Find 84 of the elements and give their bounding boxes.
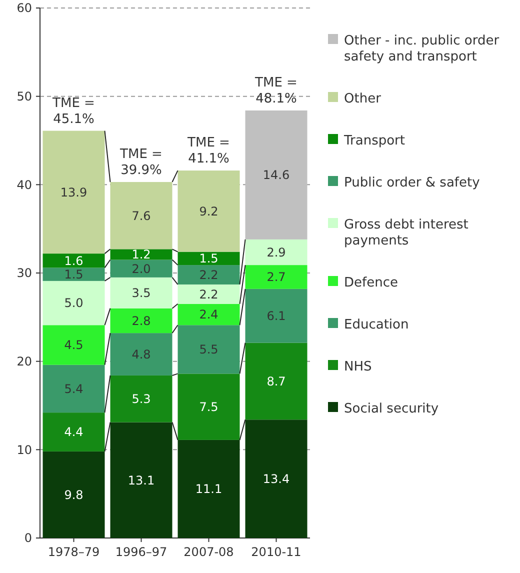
bar — [110, 375, 172, 422]
data-label: 2.0 — [132, 262, 151, 276]
annotation: TME = 39.9% — [119, 147, 162, 178]
bar — [178, 304, 240, 326]
legend-label: Public order & safety — [344, 176, 480, 191]
legend-label: Education — [344, 318, 409, 333]
bar — [42, 451, 105, 538]
y-tick-label: 50 — [16, 90, 32, 104]
y-tick-label: 0 — [24, 531, 32, 546]
x-tick-label: 1978–79 — [48, 545, 100, 559]
bar — [42, 130, 105, 254]
y-tick-label: 10 — [16, 442, 32, 457]
legend-label: Gross debt interest payments — [344, 218, 468, 249]
bar — [178, 440, 240, 538]
y-tick-label: 20 — [16, 354, 32, 369]
bar — [42, 268, 105, 281]
data-label: 2.9 — [266, 245, 286, 260]
bar — [110, 308, 172, 334]
bar — [245, 288, 308, 343]
data-label: 2.2 — [199, 287, 218, 302]
x-tick-label: 1996–97 — [115, 545, 168, 559]
annotation: TME = 45.1% — [52, 96, 95, 127]
data-label: 4.4 — [64, 425, 84, 440]
legend-label: Other — [344, 92, 382, 107]
data-label: 4.5 — [64, 338, 84, 352]
data-label: 4.8 — [132, 347, 151, 362]
data-label: 1.5 — [64, 268, 84, 282]
data-label: 8.7 — [266, 374, 286, 388]
data-label: 7.6 — [132, 208, 151, 223]
y-tick-label: 40 — [16, 178, 32, 192]
data-label: 11.1 — [195, 482, 222, 496]
data-label: 13.1 — [128, 473, 155, 488]
annotation: TME = 41.1% — [186, 136, 230, 167]
x-tick-label: 2007-08 — [184, 545, 234, 559]
legend-label: Social security — [344, 402, 439, 417]
bar — [42, 364, 105, 413]
data-label: 5.3 — [132, 392, 151, 406]
data-label: 1.5 — [199, 252, 218, 266]
bar — [110, 333, 172, 376]
bar — [110, 422, 172, 538]
bar — [110, 260, 172, 278]
data-label: 2.2 — [199, 268, 218, 282]
bar — [245, 110, 308, 240]
bar — [42, 325, 105, 365]
data-label: 6.1 — [266, 309, 286, 324]
bar — [178, 374, 240, 440]
legend-label: Transport — [343, 134, 406, 149]
y-tick-label: 30 — [16, 266, 32, 280]
data-label: 3.5 — [132, 286, 151, 300]
data-label: 13.9 — [60, 185, 88, 200]
data-label: 5.4 — [64, 382, 84, 396]
data-label: 2.4 — [199, 308, 218, 322]
bar — [110, 249, 172, 260]
bar — [42, 412, 105, 452]
bar — [178, 170, 240, 252]
bar — [178, 252, 240, 266]
data-label: 13.4 — [262, 472, 290, 486]
y-tick-label: 60 — [16, 1, 32, 16]
bar — [178, 284, 240, 304]
bar — [42, 254, 105, 268]
data-label: 1.6 — [64, 254, 84, 268]
bar — [245, 265, 308, 289]
data-label: 9.8 — [64, 488, 84, 502]
data-label: 7.5 — [199, 400, 218, 414]
bar — [245, 342, 308, 420]
data-label: 5.0 — [64, 296, 84, 310]
bar — [245, 239, 308, 266]
bar — [42, 280, 105, 326]
data-label: 1.2 — [132, 248, 151, 262]
data-label: 5.5 — [199, 342, 218, 357]
bar — [178, 265, 240, 284]
legend-label: NHS — [344, 360, 372, 375]
data-label: 2.8 — [132, 314, 151, 328]
bar — [178, 325, 240, 374]
legend-label: Defence — [344, 276, 398, 291]
bar — [110, 277, 172, 308]
legend-label: Other - inc. public order safety and transport — [344, 34, 500, 65]
annotation: TME = 48.1% — [254, 75, 298, 106]
data-label: 14.6 — [262, 168, 290, 182]
bar — [110, 182, 172, 250]
data-label: 2.7 — [266, 270, 286, 284]
x-tick-label: 2010-11 — [251, 545, 302, 559]
bar — [245, 420, 308, 538]
data-label: 9.2 — [199, 204, 218, 218]
